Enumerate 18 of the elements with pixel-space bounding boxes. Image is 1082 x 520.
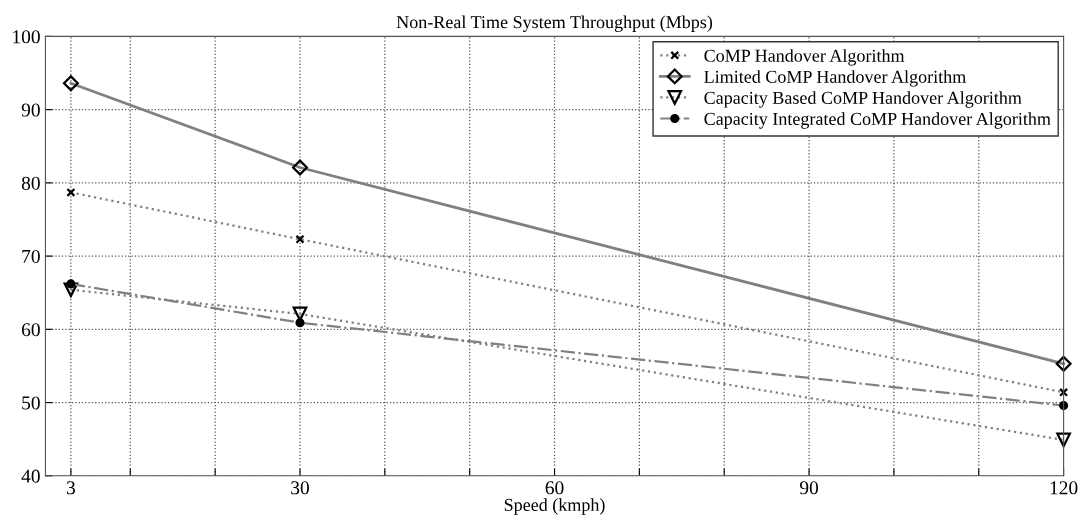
y-tick-label: 40 <box>21 469 40 483</box>
y-tick-label: 100 <box>13 30 40 44</box>
y-tick-label: 50 <box>22 396 40 410</box>
y-tick-label: 80 <box>21 176 40 190</box>
legend-label: Capacity Integrated CoMP Handover Algorithm <box>704 112 1051 129</box>
y-tick-label: 90 <box>21 103 40 117</box>
x-tick-label: 3 <box>66 481 75 495</box>
y-tick-label: 60 <box>21 323 40 337</box>
legend-label: Capacity Based CoMP Handover Algorithm <box>704 91 1022 108</box>
y-tick-label: 70 <box>22 249 40 264</box>
legend-label: CoMP Handover Algorithm <box>704 49 905 66</box>
x-axis-title: Speed (kmph) <box>504 498 605 515</box>
chart-title: Non-Real Time System Throughput (Mbps) <box>396 15 713 32</box>
x-tick-label: 90 <box>799 481 819 495</box>
legend-label: Limited CoMP Handover Algorithm <box>704 70 966 87</box>
x-tick-label: 120 <box>1050 481 1078 495</box>
x-tick-label: 60 <box>545 481 564 495</box>
x-tick-label: 30 <box>291 481 309 495</box>
